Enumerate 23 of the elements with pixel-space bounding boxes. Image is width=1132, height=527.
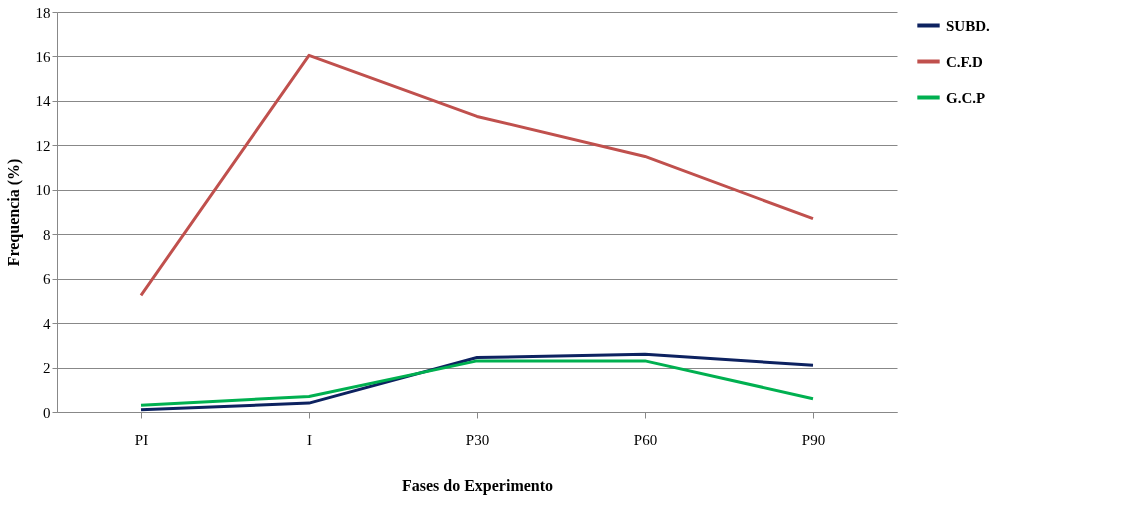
y-tick-label: 2 (43, 360, 51, 377)
line-series (139, 352, 815, 412)
y-tick-label: 4 (43, 315, 51, 332)
y-tick-label: 16 (35, 48, 51, 65)
legend-label: C.F.D (946, 53, 984, 70)
y-tick-label: 6 (43, 271, 51, 288)
x-tick-label: PI (134, 431, 149, 448)
y-tick-label: 18 (35, 4, 51, 21)
y-tick-label: 14 (35, 93, 51, 110)
legend-label: SUBD. (946, 17, 991, 34)
x-tick-label: P30 (465, 431, 490, 448)
legend-label: G.C.P (946, 89, 986, 106)
y-tick-label: 10 (35, 182, 51, 199)
y-tick-label: 0 (43, 404, 51, 421)
y-tick-label: 8 (43, 226, 51, 243)
y-axis-title: Frequencia (%) (4, 158, 23, 267)
x-tick-label: I (307, 431, 312, 448)
y-tick-label: 12 (35, 137, 51, 154)
x-tick-label: P60 (633, 431, 658, 448)
line-series (139, 53, 815, 297)
line-series (139, 359, 815, 407)
x-axis-title: Fases do Experimento (401, 476, 554, 495)
x-tick-label: P90 (801, 431, 826, 448)
